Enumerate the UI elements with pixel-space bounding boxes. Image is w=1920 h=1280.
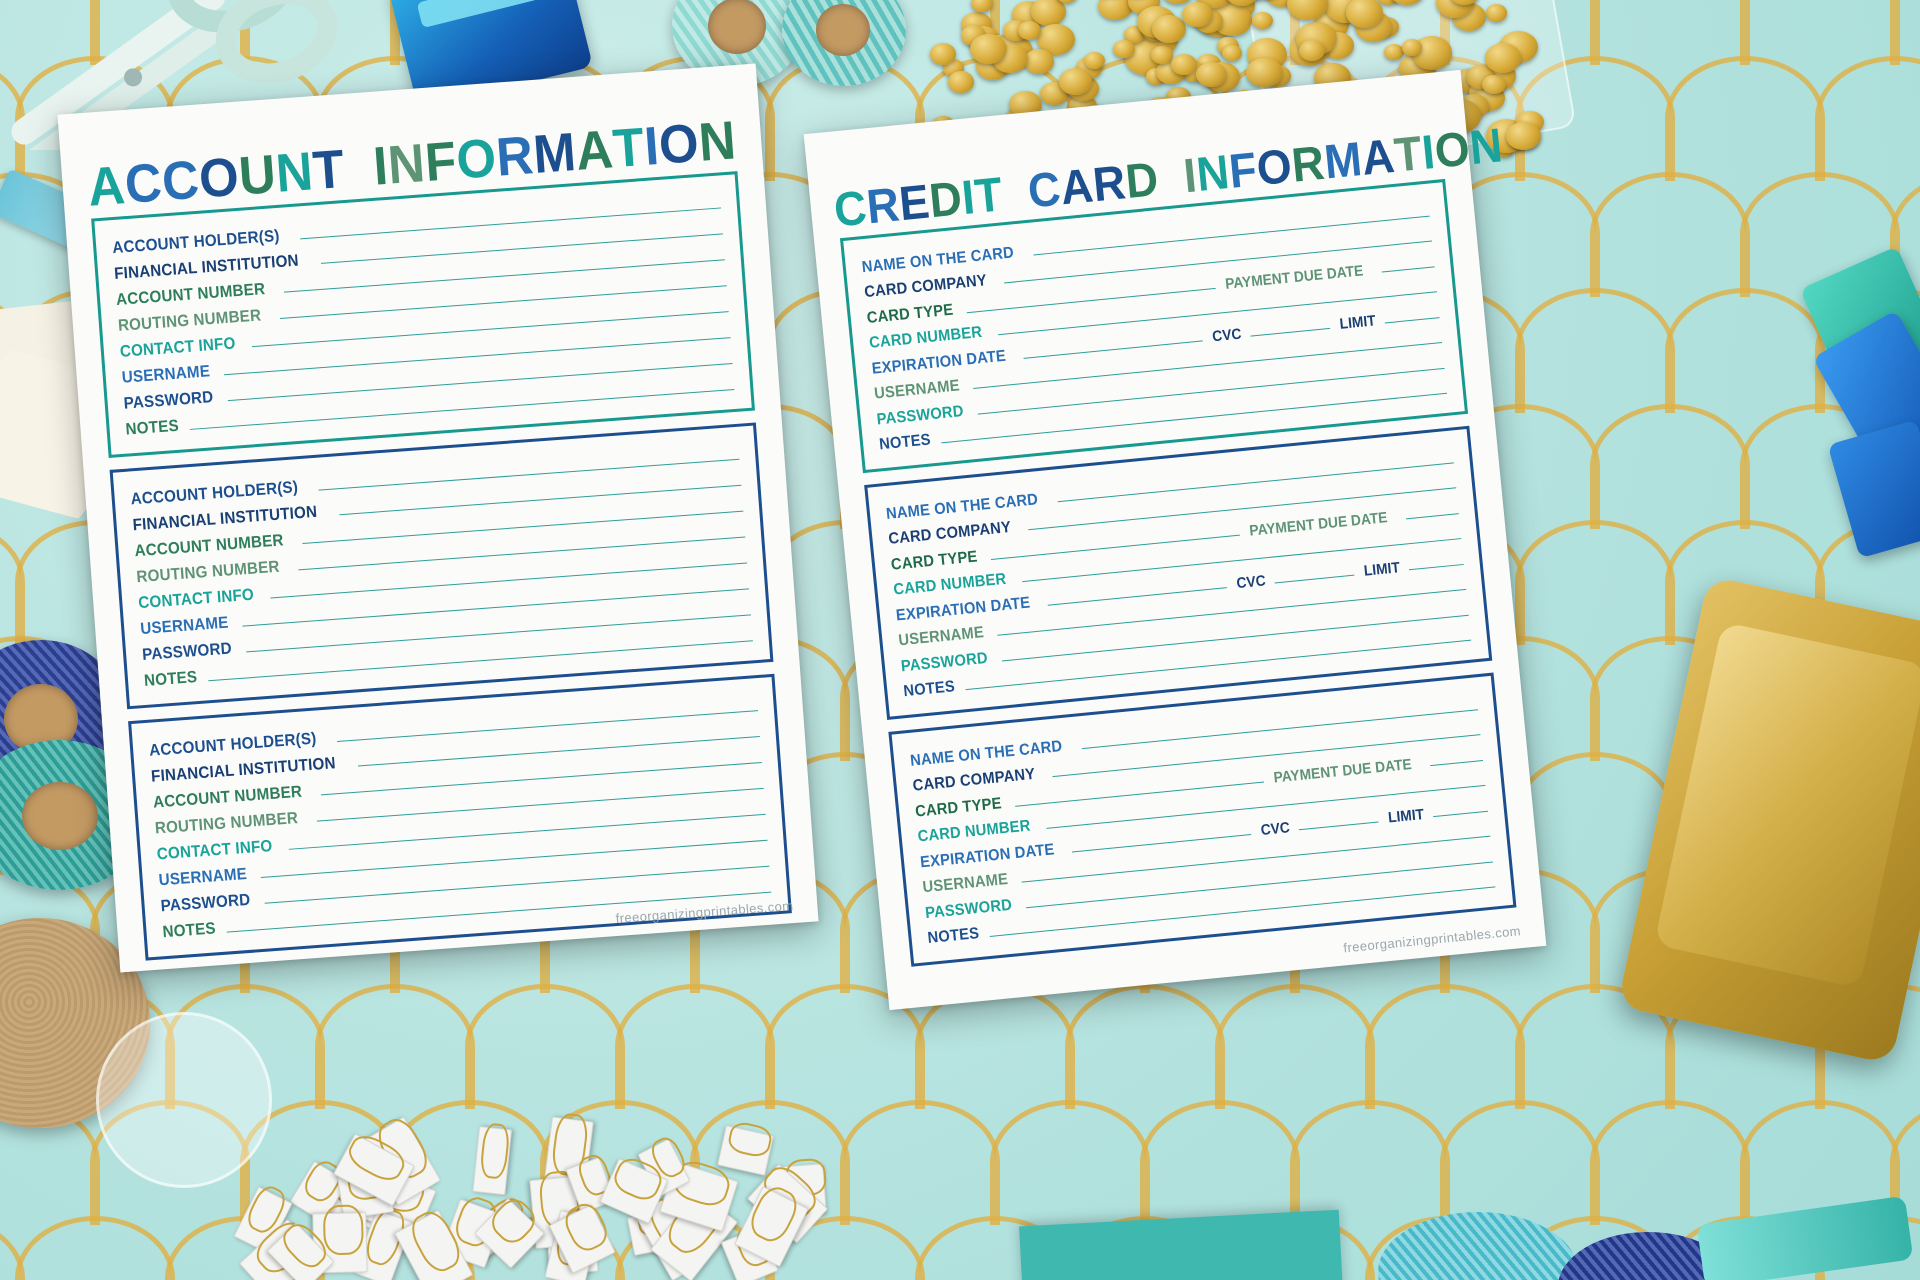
- field-label: NOTES: [161, 919, 217, 942]
- title-letter: T: [610, 116, 647, 180]
- title-letter: [342, 136, 376, 200]
- title-letter: O: [1254, 139, 1295, 197]
- title-letter: C: [159, 149, 202, 213]
- secondary-label: CVC: [1260, 818, 1291, 839]
- title-letter: C: [122, 152, 165, 215]
- credit-card-sections: NAME ON THE CARD CARD COMPANY CARD TYPE PAY…: [814, 176, 1542, 969]
- secondary-label: CVC: [1211, 325, 1243, 345]
- write-line[interactable]: [1384, 315, 1440, 323]
- title-letter: N: [385, 133, 428, 196]
- title-letter: D: [927, 172, 965, 229]
- binder-clips: [230, 1112, 850, 1280]
- write-line[interactable]: [1429, 758, 1483, 766]
- form-section[interactable]: NAME ON THE CARD CARD COMPANY CARD TYPE PAY…: [864, 425, 1493, 720]
- form-section[interactable]: NAME ON THE CARD CARD COMPANY CARD TYPE PAY…: [888, 672, 1517, 967]
- field-label: NOTES: [143, 668, 198, 690]
- title-letter: R: [1289, 136, 1328, 193]
- form-section[interactable]: ACCOUNT HOLDER(S) FINANCIAL INSTITUTION AC…: [109, 422, 774, 710]
- field-label: NOTES: [902, 678, 956, 701]
- title-letter: O: [454, 127, 499, 191]
- watermark-credit-card: freeorganizingprintables.com: [1342, 923, 1522, 956]
- field-label: NOTES: [125, 416, 180, 439]
- field-label: NOTES: [926, 925, 980, 947]
- washi-tape-aqua: [782, 0, 906, 86]
- title-letter: M: [1321, 133, 1365, 190]
- form-section[interactable]: ACCOUNT HOLDER(S) FINANCIAL INSTITUTION AC…: [91, 171, 755, 458]
- title-letter: F: [422, 130, 459, 193]
- account-information-sheet[interactable]: ACCOUNT INFORMATION ACCOUNT HOLDER(S) FIN…: [57, 63, 819, 973]
- title-letter: A: [573, 119, 616, 182]
- title-letter: C: [1025, 162, 1064, 219]
- title-letter: M: [531, 121, 579, 185]
- title-letter: N: [1467, 119, 1506, 176]
- title-letter: N: [696, 110, 739, 173]
- glass-jar: [96, 1012, 272, 1188]
- credit-card-information-sheet[interactable]: CREDIT CARD INFORMATION NAME ON THE CARD…: [803, 69, 1547, 1011]
- title-letter: N: [273, 141, 316, 204]
- title-letter: C: [831, 181, 870, 238]
- title-letter: T: [310, 138, 347, 202]
- title-letter: O: [656, 112, 702, 176]
- title-letter: R: [1090, 156, 1129, 213]
- secondary-label: LIMIT: [1338, 311, 1377, 333]
- title-letter: A: [85, 155, 128, 218]
- write-line[interactable]: [1409, 562, 1464, 570]
- title-letter: D: [1123, 153, 1161, 209]
- title-letter: R: [864, 178, 903, 235]
- field-label: NOTES: [878, 431, 932, 454]
- title-letter: U: [236, 144, 279, 207]
- secondary-label: LIMIT: [1363, 558, 1401, 580]
- secondary-label: LIMIT: [1387, 805, 1425, 826]
- secondary-label: CVC: [1236, 571, 1267, 592]
- title-letter: A: [1359, 129, 1398, 186]
- title-letter: N: [1194, 146, 1232, 203]
- write-line[interactable]: [1405, 511, 1459, 519]
- account-sections: ACCOUNT HOLDER(S) FINANCIAL INSTITUTION AC…: [65, 169, 818, 962]
- title-letter: R: [494, 125, 536, 188]
- title-letter: O: [1432, 122, 1473, 179]
- title-letter: A: [1058, 159, 1096, 216]
- title-letter: O: [196, 146, 242, 210]
- write-line[interactable]: [1433, 809, 1488, 817]
- write-line[interactable]: [1381, 264, 1435, 273]
